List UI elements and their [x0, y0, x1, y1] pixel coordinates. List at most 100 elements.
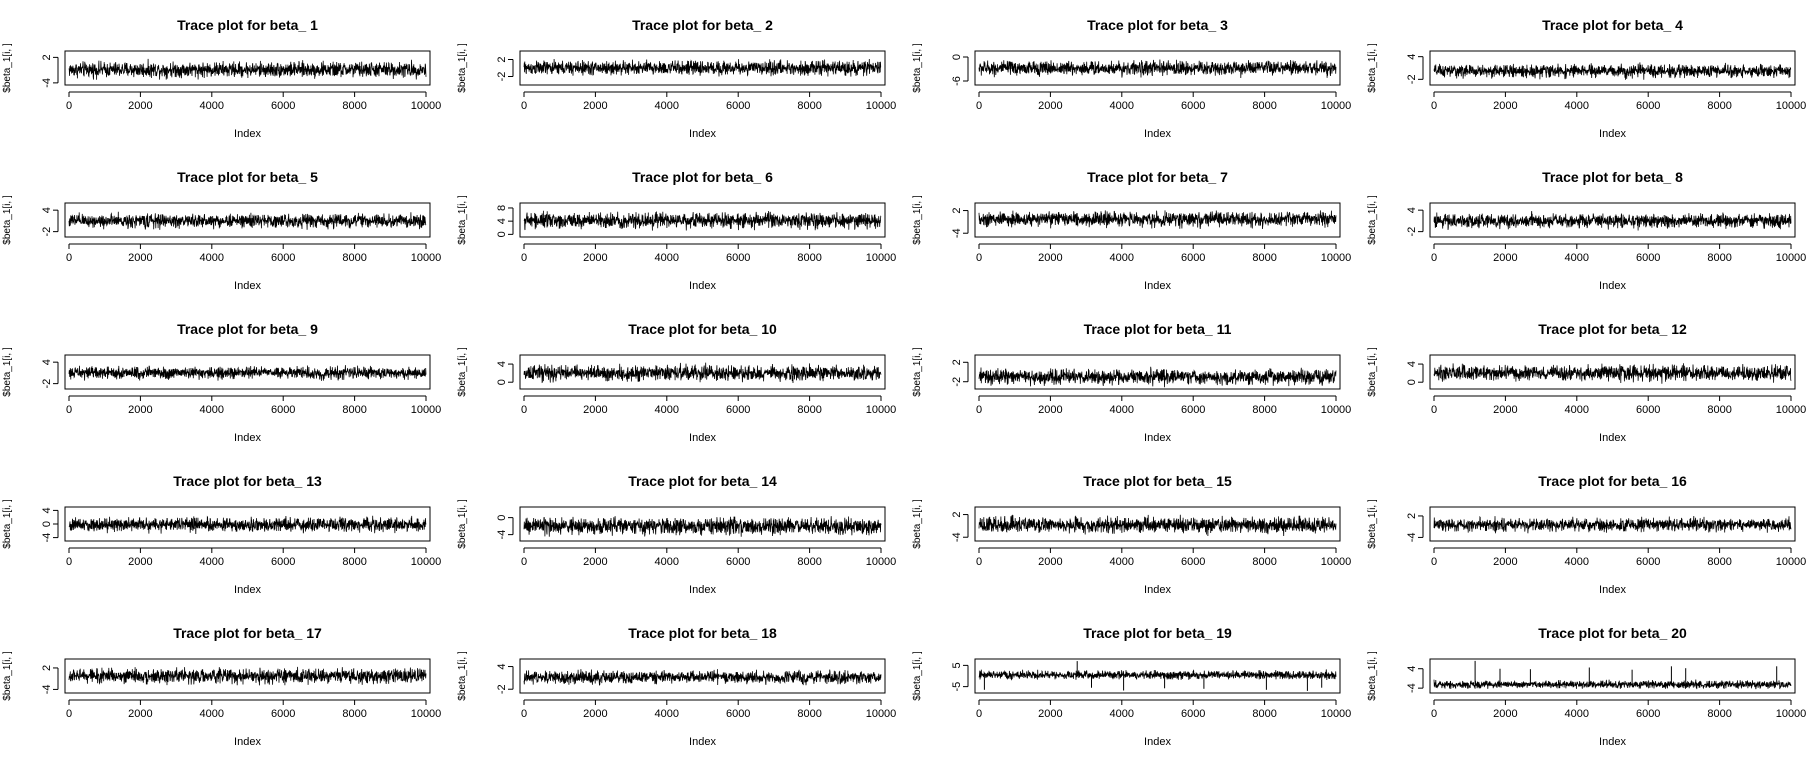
trace-plot-panel: Trace plot for beta_ 7 0 2000 4000 6000 8000 1… — [910, 152, 1365, 304]
y-tick-label: 4 — [41, 359, 53, 365]
x-axis-label: Index — [1144, 280, 1171, 292]
y-tick-label: -4 — [41, 78, 53, 88]
plot-title: Trace plot for beta_ 6 — [632, 169, 773, 185]
trace-plot-svg: Trace plot for beta_ 2 0 2000 4000 6000 8000 1… — [457, 17, 896, 140]
plot-title: Trace plot for beta_ 17 — [173, 625, 322, 641]
x-tick-label: 4000 — [655, 252, 679, 264]
x-tick-label: 4000 — [1110, 100, 1134, 112]
x-axis-label: Index — [689, 280, 716, 292]
trace-line — [523, 362, 882, 384]
x-tick-label: 0 — [1431, 404, 1437, 416]
trace-plot-svg: Trace plot for beta_ 15 0 2000 4000 6000 8000… — [912, 473, 1351, 596]
x-tick-label: 8000 — [342, 100, 366, 112]
x-tick-label: 4000 — [655, 404, 679, 416]
plot-title: Trace plot for beta_ 7 — [1087, 169, 1228, 185]
plot-title: Trace plot for beta_ 19 — [1083, 625, 1232, 641]
y-axis-label: $beta_1[i, ] — [457, 347, 468, 397]
y-tick-label: -2 — [41, 379, 53, 389]
x-tick-label: 2000 — [583, 100, 607, 112]
x-tick-label: 0 — [976, 556, 982, 568]
x-tick-label: 0 — [521, 252, 527, 264]
y-tick-label: 2 — [41, 665, 53, 671]
x-tick-label: 8000 — [1707, 556, 1731, 568]
x-tick-label: 4000 — [200, 708, 224, 720]
trace-line — [68, 211, 427, 230]
x-tick-label: 4000 — [200, 252, 224, 264]
plot-title: Trace plot for beta_ 5 — [177, 169, 318, 185]
plot-frame — [519, 202, 886, 238]
trace-plot-svg: Trace plot for beta_ 6 0 2000 4000 6000 8000 1… — [457, 169, 896, 292]
x-tick-label: 6000 — [1636, 708, 1660, 720]
y-tick-label: 4 — [1406, 666, 1418, 672]
y-tick-label: -4 — [41, 533, 53, 543]
y-axis-label: $beta_1[i, ] — [2, 651, 13, 701]
x-tick-label: 0 — [976, 252, 982, 264]
y-axis-label: $beta_1[i, ] — [457, 195, 468, 245]
plot-title: Trace plot for beta_ 2 — [632, 17, 773, 33]
x-tick-label: 6000 — [271, 708, 295, 720]
y-tick-label: -4 — [1406, 533, 1418, 543]
x-tick-label: 0 — [66, 556, 72, 568]
x-tick-label: 0 — [1431, 252, 1437, 264]
x-tick-label: 4000 — [1565, 404, 1589, 416]
plot-title: Trace plot for beta_ 9 — [177, 321, 318, 337]
plot-frame — [64, 202, 431, 238]
trace-plot-svg: Trace plot for beta_ 4 0 2000 4000 6000 8000 1… — [1367, 17, 1807, 140]
x-tick-label: 2000 — [128, 404, 152, 416]
x-tick-label: 4000 — [1565, 252, 1589, 264]
x-tick-label: 8000 — [342, 708, 366, 720]
x-tick-label: 0 — [521, 100, 527, 112]
x-tick-label: 2000 — [1038, 100, 1062, 112]
x-tick-label: 10000 — [1776, 556, 1807, 568]
x-tick-label: 10000 — [411, 252, 442, 264]
x-tick-label: 8000 — [342, 404, 366, 416]
x-axis-label: Index — [689, 584, 716, 596]
y-axis-label: $beta_1[i, ] — [1367, 195, 1378, 245]
x-tick-label: 4000 — [1110, 708, 1134, 720]
x-tick-label: 0 — [66, 252, 72, 264]
x-tick-label: 10000 — [866, 708, 897, 720]
trace-plot-panel: Trace plot for beta_ 14 0 2000 4000 6000 8000… — [455, 456, 910, 608]
x-tick-label: 2000 — [1038, 252, 1062, 264]
x-tick-label: 8000 — [1252, 708, 1276, 720]
y-tick-label: -4 — [951, 228, 963, 238]
trace-line — [1433, 679, 1792, 690]
trace-line — [1433, 62, 1792, 80]
trace-plot-svg: Trace plot for beta_ 3 0 2000 4000 6000 8000 1… — [912, 17, 1351, 140]
x-tick-label: 8000 — [1252, 556, 1276, 568]
x-tick-label: 6000 — [271, 100, 295, 112]
y-tick-label: 4 — [1406, 54, 1418, 60]
x-tick-label: 10000 — [866, 556, 897, 568]
trace-line — [978, 669, 1337, 681]
x-tick-label: 2000 — [583, 404, 607, 416]
x-tick-label: 8000 — [797, 708, 821, 720]
x-tick-label: 10000 — [1776, 708, 1807, 720]
trace-line — [978, 59, 1337, 79]
x-tick-label: 8000 — [1707, 404, 1731, 416]
y-tick-label: -2 — [1406, 227, 1418, 237]
trace-line — [68, 666, 427, 686]
trace-plot-panel: Trace plot for beta_ 17 0 2000 4000 6000 8000… — [0, 608, 455, 760]
trace-plot-svg: Trace plot for beta_ 7 0 2000 4000 6000 8000 1… — [912, 169, 1351, 292]
trace-plot-panel: Trace plot for beta_ 8 0 2000 4000 6000 8000 1… — [1365, 152, 1820, 304]
x-tick-label: 0 — [976, 100, 982, 112]
x-tick-label: 10000 — [1776, 100, 1807, 112]
x-tick-label: 6000 — [726, 252, 750, 264]
plot-title: Trace plot for beta_ 8 — [1542, 169, 1683, 185]
x-tick-label: 6000 — [1636, 100, 1660, 112]
y-tick-label: -2 — [1406, 74, 1418, 84]
y-axis-label: $beta_1[i, ] — [1367, 651, 1378, 701]
x-tick-label: 8000 — [797, 556, 821, 568]
trace-plot-panel: Trace plot for beta_ 2 0 2000 4000 6000 8000 1… — [455, 0, 910, 152]
trace-plot-panel: Trace plot for beta_ 5 0 2000 4000 6000 8000 1… — [0, 152, 455, 304]
y-tick-label: -4 — [1406, 683, 1418, 693]
y-tick-label: -5 — [951, 682, 963, 692]
x-axis-label: Index — [1599, 584, 1626, 596]
trace-plot-svg: Trace plot for beta_ 16 0 2000 4000 6000 8000… — [1367, 473, 1807, 596]
y-tick-label: -4 — [496, 530, 508, 540]
y-tick-label: 0 — [496, 379, 508, 385]
x-tick-label: 0 — [521, 404, 527, 416]
x-axis-label: Index — [1599, 432, 1626, 444]
x-tick-label: 6000 — [1181, 708, 1205, 720]
y-tick-label: -2 — [951, 377, 963, 387]
